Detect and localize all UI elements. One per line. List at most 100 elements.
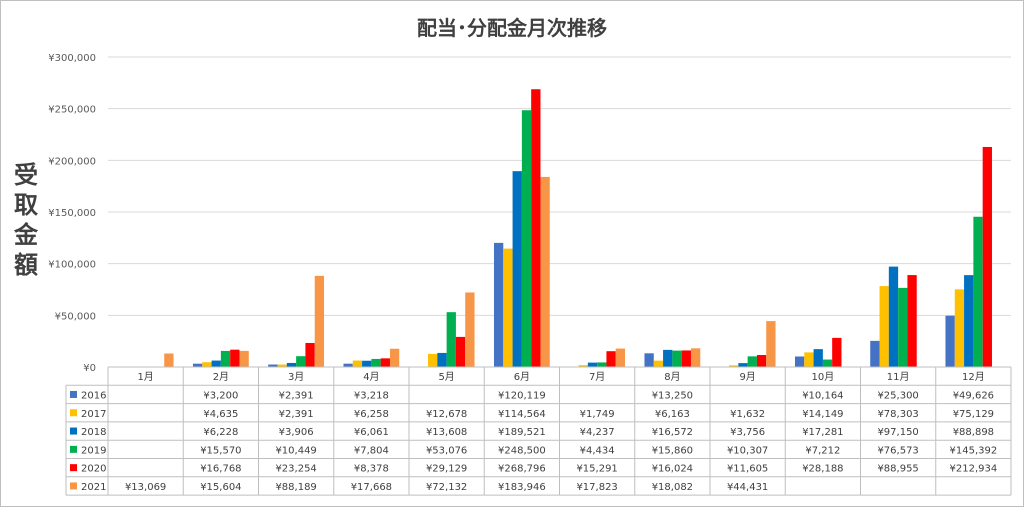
category-label: 9月 [739, 371, 755, 383]
legend-key-2018 [70, 427, 77, 435]
data-label: ¥8,378 [354, 464, 389, 475]
data-label: ¥16,768 [200, 464, 241, 475]
bar-2018-10 [813, 349, 823, 367]
y-tick-label: ¥200,000 [48, 156, 96, 167]
category-label: 1月 [137, 371, 153, 383]
chart-title: 配当･分配金月次推移 [417, 16, 607, 40]
bar-2018-11 [888, 266, 899, 367]
bar-2020-3 [305, 342, 315, 367]
data-label: ¥145,392 [950, 445, 998, 456]
y-tick-label: ¥300,000 [48, 53, 96, 64]
data-label: ¥1,749 [580, 409, 615, 420]
legend-key-2017 [70, 409, 77, 417]
data-label: ¥16,024 [652, 464, 693, 475]
bar-2019-9 [747, 356, 757, 367]
data-label: ¥18,082 [652, 482, 693, 493]
data-label: ¥4,237 [580, 427, 615, 438]
data-label: ¥4,635 [203, 409, 238, 420]
bar-2017-9 [729, 365, 739, 367]
data-label: ¥17,823 [576, 482, 617, 493]
bar-2020-5 [455, 336, 466, 367]
bar-2017-4 [352, 360, 363, 367]
data-label: ¥3,218 [354, 390, 389, 401]
data-label: ¥15,604 [200, 482, 241, 493]
bar-2018-6 [512, 171, 522, 367]
bar-2018-2 [211, 360, 221, 367]
data-label: ¥3,906 [279, 427, 314, 438]
category-label: 11月 [887, 371, 910, 383]
legend-key-2019 [70, 445, 77, 453]
bar-2020-11 [907, 275, 917, 367]
legend-entry-2016: 2016 [81, 390, 106, 401]
category-label: 6月 [514, 371, 530, 383]
bar-2018-8 [663, 349, 673, 367]
data-label: ¥88,898 [953, 427, 994, 438]
y-axis-label: 受取金額 [14, 161, 38, 279]
bar-2021-1 [164, 353, 174, 367]
y-tick-label: ¥100,000 [48, 260, 96, 271]
legend-key-2016 [70, 390, 77, 398]
data-label: ¥248,500 [498, 445, 546, 456]
data-label: ¥11,605 [727, 464, 768, 475]
bar-2021-6 [540, 176, 550, 367]
bar-2020-12 [982, 146, 992, 367]
data-label: ¥29,129 [426, 464, 467, 475]
bar-2019-8 [672, 350, 682, 367]
bar-2017-5 [428, 353, 438, 367]
bar-2016-8 [644, 353, 654, 367]
data-label: ¥183,946 [498, 482, 546, 493]
data-label: ¥16,572 [652, 427, 693, 438]
data-label: ¥13,608 [426, 427, 467, 438]
category-label: 3月 [288, 371, 304, 383]
data-label: ¥2,391 [279, 390, 314, 401]
bar-2021-7 [615, 348, 626, 367]
bar-2020-4 [380, 358, 390, 367]
category-label: 7月 [589, 371, 605, 383]
data-label: ¥15,291 [576, 464, 617, 475]
bar-2021-5 [465, 292, 475, 367]
bar-2019-7 [597, 362, 607, 367]
data-label: ¥17,281 [802, 427, 843, 438]
bar-2017-10 [804, 352, 814, 367]
data-label: ¥23,254 [275, 464, 316, 475]
bar-2019-2 [220, 350, 231, 367]
bar-2018-3 [286, 362, 297, 367]
bar-2019-10 [822, 359, 833, 367]
data-label: ¥25,300 [877, 390, 918, 401]
category-label: 5月 [438, 371, 454, 383]
bar-2017-12 [954, 289, 965, 367]
data-label: ¥10,307 [727, 445, 768, 456]
data-label: ¥88,955 [877, 464, 918, 475]
data-label: ¥13,069 [125, 482, 166, 493]
bar-2019-3 [296, 356, 306, 367]
data-label: ¥6,163 [655, 409, 690, 420]
bar-2020-8 [681, 350, 691, 367]
y-tick-label: ¥0 [83, 363, 96, 374]
data-label: ¥1,632 [730, 409, 765, 420]
bar-2016-10 [794, 356, 805, 367]
data-label: ¥75,129 [953, 409, 994, 420]
bar-2018-12 [964, 275, 974, 367]
bar-2016-6 [493, 242, 504, 367]
data-label: ¥7,212 [805, 445, 840, 456]
category-label: 10月 [812, 371, 835, 383]
bar-2018-4 [362, 360, 372, 367]
data-label: ¥13,250 [652, 390, 693, 401]
bar-2017-8 [653, 360, 664, 367]
bar-2020-9 [756, 355, 767, 367]
data-label: ¥114,564 [498, 409, 546, 420]
legend-entry-2018: 2018 [81, 427, 106, 438]
data-label: ¥12,678 [426, 409, 467, 420]
data-label: ¥17,668 [351, 482, 392, 493]
category-label: 2月 [213, 371, 229, 383]
category-label: 8月 [664, 371, 680, 383]
bar-2021-8 [690, 348, 701, 367]
bar-2021-4 [389, 348, 400, 367]
bar-2016-2 [192, 363, 203, 367]
data-label: ¥7,804 [354, 445, 389, 456]
category-label: 4月 [363, 371, 379, 383]
legend-entry-2017: 2017 [81, 409, 106, 420]
legend-key-2020 [70, 464, 77, 472]
bar-2018-7 [587, 362, 598, 367]
